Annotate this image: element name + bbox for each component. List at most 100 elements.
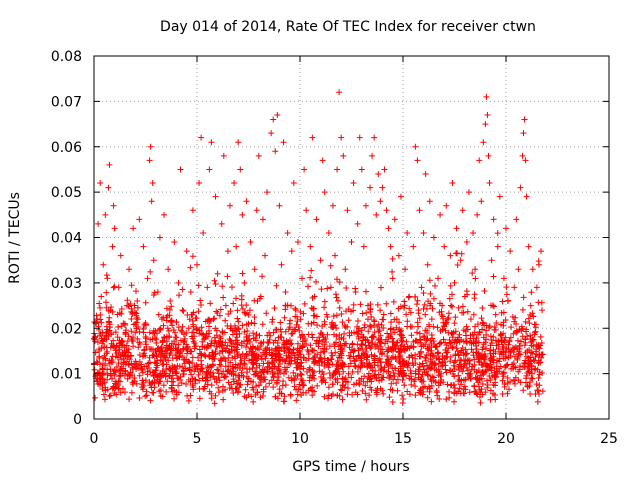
- data-point: [439, 302, 446, 309]
- data-point: [528, 374, 535, 381]
- data-point: [539, 307, 546, 314]
- data-point: [211, 277, 218, 284]
- data-point: [162, 354, 169, 361]
- data-point: [205, 327, 212, 334]
- data-point: [444, 316, 451, 323]
- data-point: [497, 332, 504, 339]
- data-point: [357, 301, 364, 308]
- data-point: [390, 298, 397, 305]
- data-point: [531, 366, 538, 373]
- data-point: [421, 334, 428, 341]
- data-point: [421, 366, 428, 373]
- data-point: [519, 152, 526, 159]
- data-point: [442, 362, 449, 369]
- data-point: [286, 320, 293, 327]
- data-point: [312, 352, 319, 359]
- data-point: [438, 339, 445, 346]
- x-tick-label: 20: [497, 431, 515, 447]
- data-point: [256, 332, 263, 339]
- data-point: [268, 130, 275, 137]
- data-point: [250, 398, 257, 405]
- data-point: [385, 225, 392, 232]
- data-point: [118, 310, 125, 317]
- data-point: [143, 335, 150, 342]
- data-point: [340, 368, 347, 375]
- data-point: [140, 243, 147, 250]
- data-point: [204, 363, 211, 370]
- data-point: [323, 311, 330, 318]
- data-point: [404, 360, 411, 367]
- data-point: [309, 334, 316, 341]
- data-point: [307, 372, 314, 379]
- data-point: [466, 389, 473, 396]
- data-point: [103, 272, 110, 279]
- data-point: [456, 376, 463, 383]
- data-point: [472, 266, 479, 273]
- data-point: [207, 300, 214, 307]
- data-point: [475, 339, 482, 346]
- data-point: [160, 382, 167, 389]
- data-point: [219, 342, 226, 349]
- data-point: [478, 198, 485, 205]
- data-point: [325, 395, 332, 402]
- data-point: [203, 372, 210, 379]
- data-point: [274, 111, 281, 118]
- data-point: [329, 391, 336, 398]
- data-point: [102, 333, 109, 340]
- data-point: [362, 202, 369, 209]
- data-point: [100, 391, 107, 398]
- data-point: [537, 333, 544, 340]
- data-point: [136, 328, 143, 335]
- data-point: [128, 328, 135, 335]
- data-point: [536, 345, 543, 352]
- data-point: [508, 324, 515, 331]
- data-point: [482, 389, 489, 396]
- data-point: [336, 279, 343, 286]
- data-point: [420, 290, 427, 296]
- data-point: [497, 321, 504, 328]
- data-point: [336, 336, 343, 343]
- data-point: [316, 368, 323, 375]
- data-point: [142, 299, 149, 306]
- data-point: [464, 357, 471, 364]
- data-point: [414, 329, 421, 336]
- data-point: [251, 320, 258, 327]
- data-point: [524, 348, 531, 355]
- data-point: [292, 326, 299, 333]
- data-point: [160, 361, 167, 368]
- data-point: [253, 351, 260, 358]
- data-point: [399, 377, 406, 384]
- data-point: [377, 359, 384, 366]
- data-point: [428, 398, 435, 405]
- data-point: [247, 378, 254, 385]
- data-point: [372, 343, 379, 350]
- data-point: [101, 379, 108, 386]
- data-point: [514, 346, 521, 353]
- data-point: [114, 334, 121, 341]
- data-point: [175, 279, 182, 286]
- data-point: [262, 347, 269, 354]
- data-point: [461, 293, 468, 300]
- data-point: [287, 340, 294, 347]
- data-point: [297, 386, 304, 393]
- data-point: [253, 383, 260, 390]
- data-point: [508, 347, 515, 354]
- data-point: [235, 326, 242, 333]
- data-point: [328, 356, 335, 363]
- data-point: [169, 382, 176, 389]
- data-point: [511, 345, 518, 352]
- data-point: [196, 180, 203, 187]
- data-point: [293, 397, 300, 404]
- data-point: [149, 352, 156, 359]
- data-point: [229, 343, 236, 350]
- data-point: [307, 342, 314, 349]
- data-point: [133, 360, 140, 367]
- data-point: [138, 361, 145, 368]
- data-point: [319, 157, 326, 164]
- data-point: [175, 382, 182, 389]
- data-point: [336, 304, 343, 311]
- data-point: [185, 397, 192, 404]
- data-point: [456, 385, 463, 392]
- data-point: [471, 329, 478, 336]
- data-point: [513, 216, 520, 223]
